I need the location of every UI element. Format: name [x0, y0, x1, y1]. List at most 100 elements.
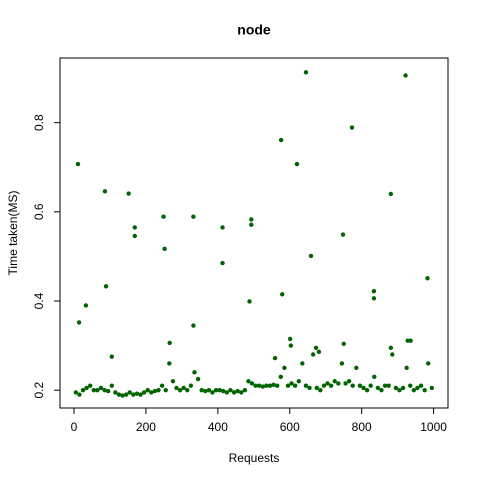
point [231, 390, 237, 395]
point [303, 70, 309, 75]
point [303, 383, 309, 388]
point [292, 383, 298, 388]
y-tick-label: 0.4 [32, 292, 46, 309]
point [400, 385, 406, 391]
point [364, 387, 370, 393]
point [167, 340, 172, 346]
point [195, 376, 201, 382]
point [141, 390, 147, 395]
point [249, 217, 254, 222]
y-tick-label: 0.8 [32, 114, 46, 131]
point [131, 392, 136, 397]
x-tick-label: 200 [136, 420, 156, 434]
point [296, 379, 301, 384]
point [167, 361, 172, 366]
point [127, 390, 132, 395]
point [149, 390, 154, 395]
point [102, 189, 108, 194]
point [159, 383, 165, 388]
point [109, 383, 114, 388]
point [163, 387, 168, 393]
point [161, 214, 166, 219]
point [357, 383, 363, 388]
point [310, 352, 316, 357]
point [386, 383, 391, 388]
point [260, 384, 266, 389]
point [294, 161, 300, 167]
point [343, 381, 348, 386]
point [249, 381, 255, 386]
point [73, 390, 79, 395]
point [288, 343, 294, 348]
point [285, 383, 291, 388]
point [91, 387, 97, 393]
point [105, 388, 111, 394]
point [113, 390, 118, 395]
point [282, 365, 287, 371]
point [368, 383, 373, 388]
point [426, 361, 431, 366]
point [123, 392, 129, 397]
point [235, 388, 240, 394]
point [126, 191, 131, 196]
x-tick-label: 0 [71, 420, 78, 434]
point [228, 387, 233, 393]
point [375, 385, 381, 391]
point [318, 387, 323, 393]
point [371, 288, 377, 294]
point [408, 338, 413, 343]
point [313, 345, 319, 351]
point [390, 352, 395, 357]
point [192, 370, 197, 375]
point [88, 383, 93, 388]
x-tick-label: 1000 [420, 420, 447, 434]
point [95, 387, 100, 393]
point [80, 387, 86, 393]
point [84, 385, 89, 391]
point [278, 137, 284, 143]
point [103, 284, 109, 289]
point [188, 383, 194, 388]
point [408, 383, 413, 388]
point [145, 387, 150, 393]
point [346, 379, 352, 384]
point [278, 374, 283, 379]
point [210, 390, 215, 395]
point [314, 385, 319, 391]
point [429, 385, 435, 391]
point [220, 225, 225, 230]
point [388, 345, 394, 351]
point [393, 385, 399, 391]
point [203, 388, 208, 394]
point [199, 387, 204, 393]
point [280, 292, 285, 297]
point [425, 276, 430, 281]
point [132, 233, 137, 239]
point [185, 387, 190, 393]
point [422, 387, 427, 393]
point [264, 383, 269, 388]
point [162, 246, 167, 252]
y-tick-label: 0.2 [32, 382, 46, 399]
point [247, 299, 252, 304]
point [418, 383, 424, 388]
point [271, 382, 276, 388]
point [217, 387, 222, 393]
point [349, 125, 355, 130]
point [325, 381, 330, 386]
point [132, 225, 137, 230]
point [257, 383, 262, 388]
point [372, 374, 377, 379]
point [308, 253, 314, 259]
point [181, 385, 186, 391]
chart-title: node [237, 22, 271, 38]
point [411, 387, 417, 393]
point [242, 387, 248, 393]
point [316, 349, 322, 355]
point [336, 381, 341, 386]
x-axis-title: Requests [229, 451, 280, 465]
point [76, 320, 82, 325]
x-tick-label: 400 [208, 420, 228, 434]
point [206, 387, 212, 393]
